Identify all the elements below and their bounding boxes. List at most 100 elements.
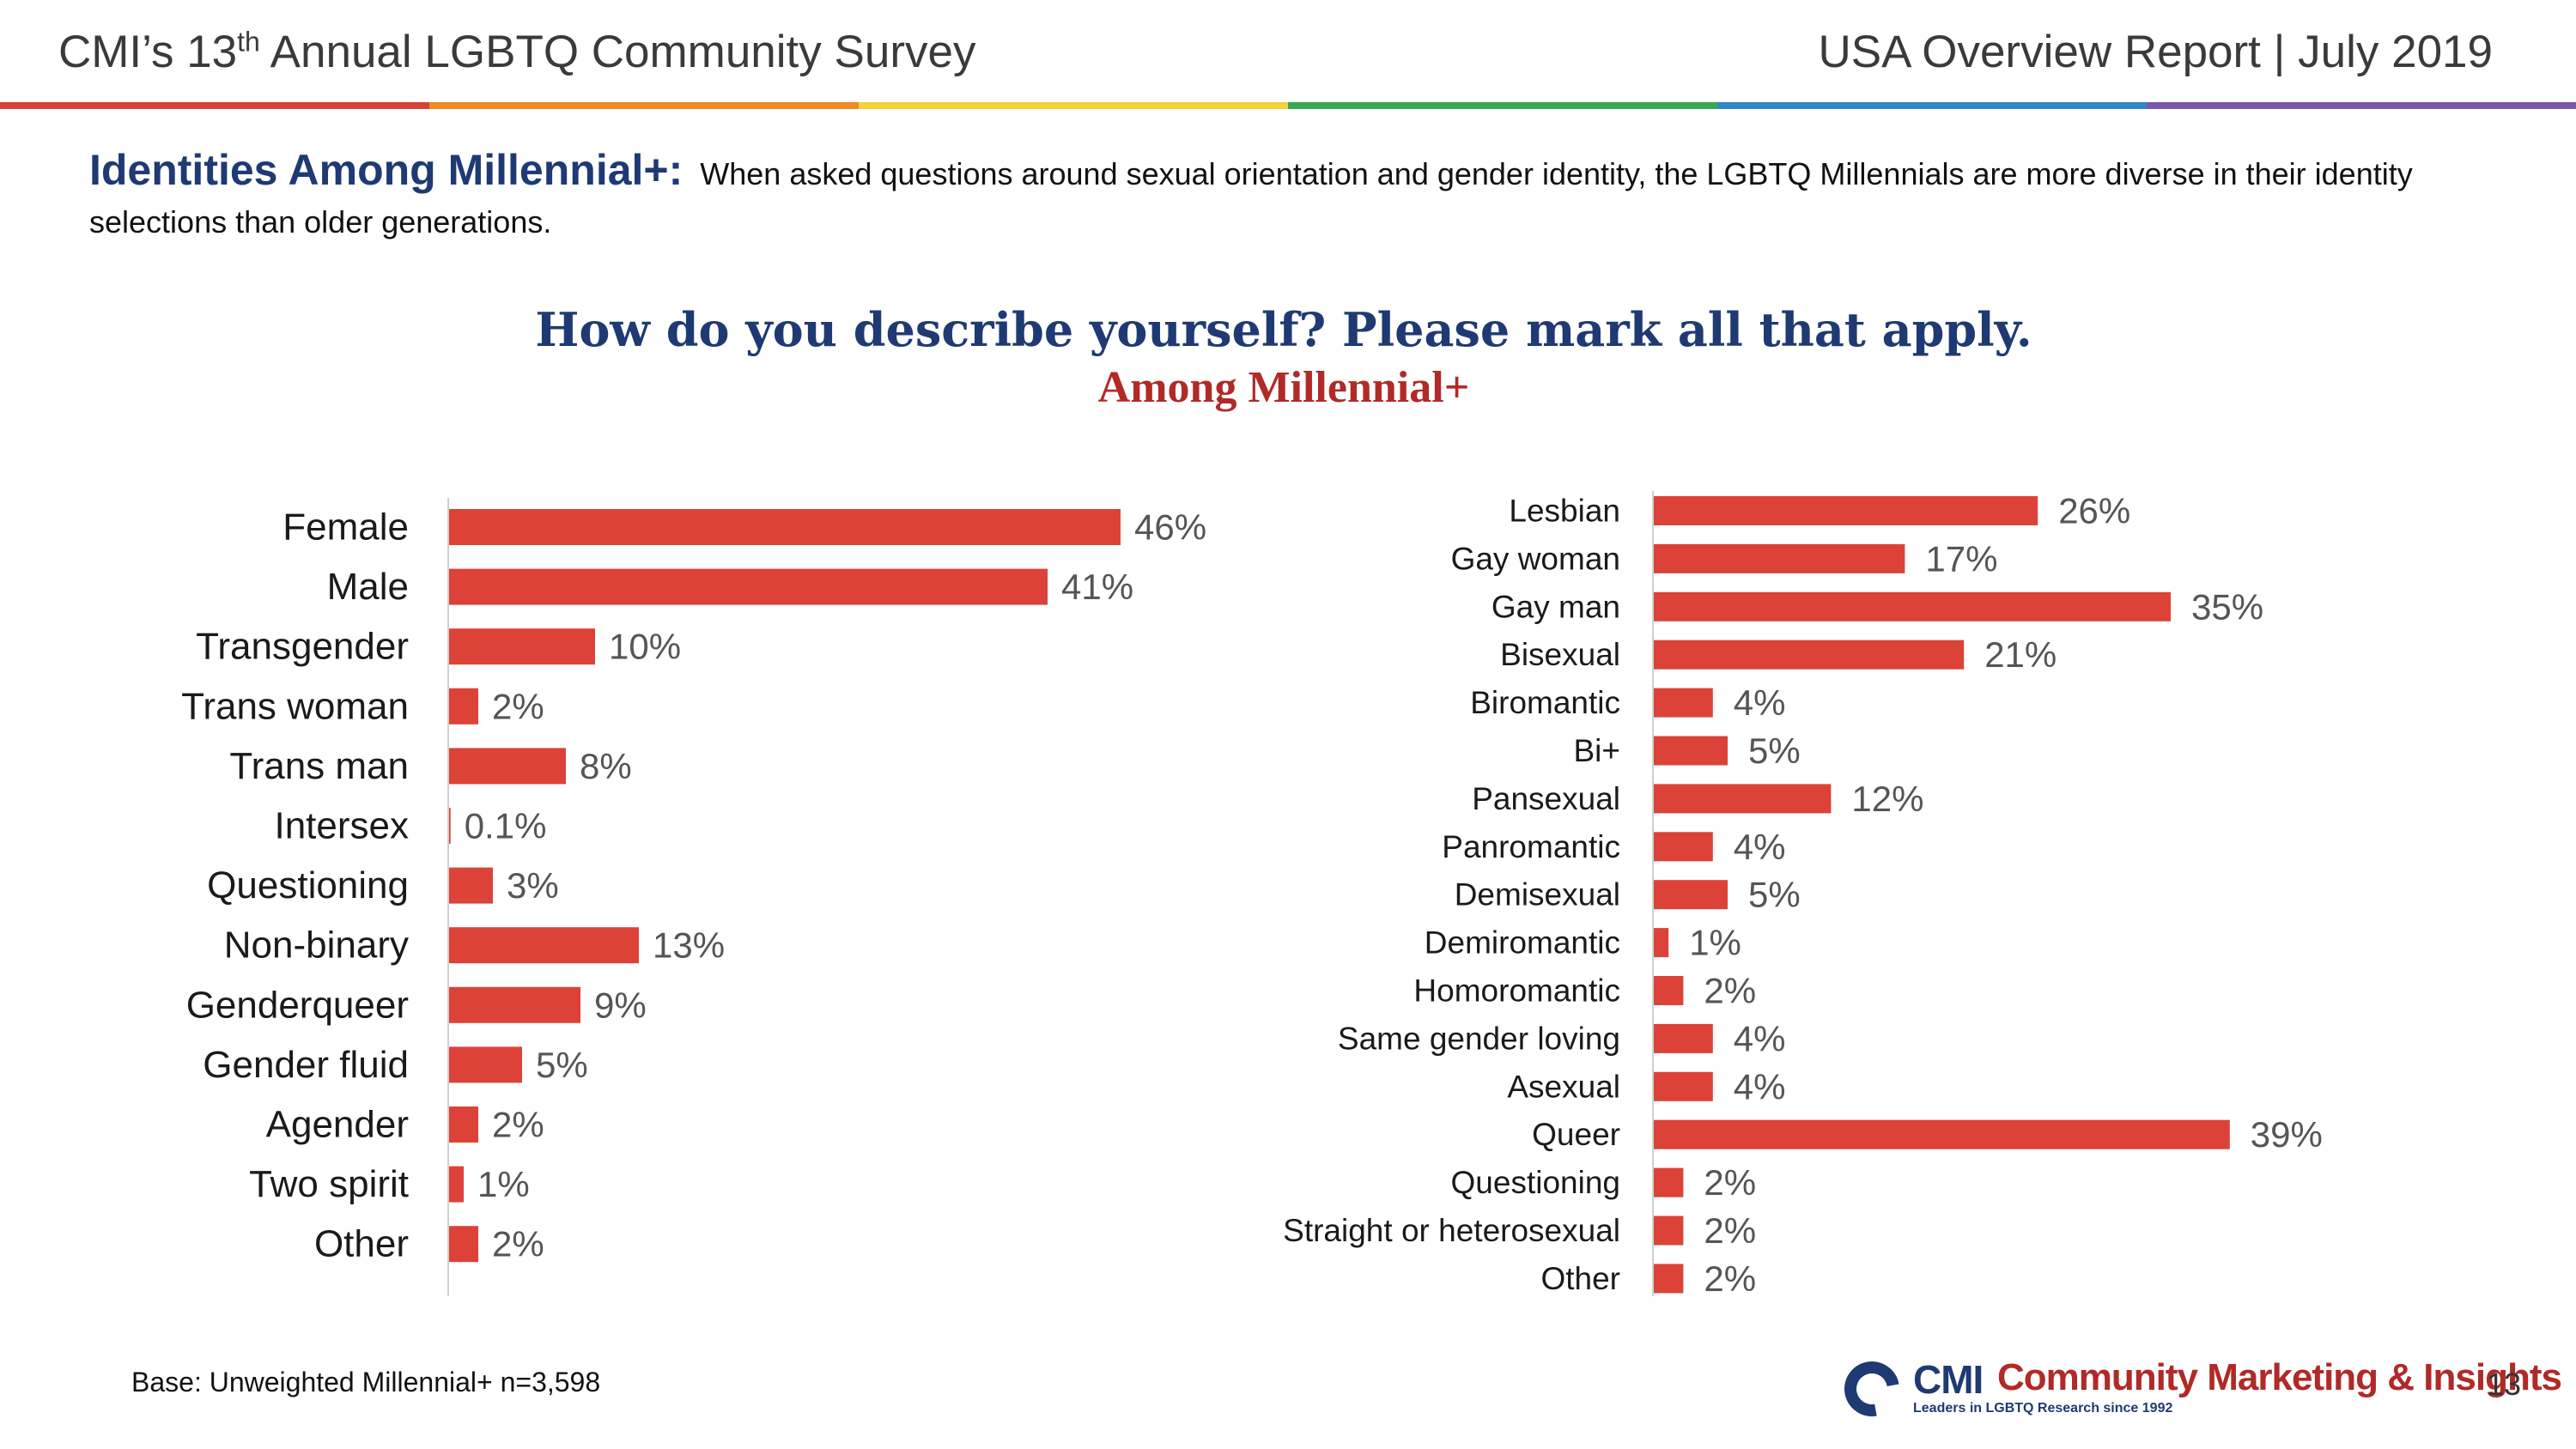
gender-bar-two-spirit	[449, 1166, 464, 1203]
gender-bar-agender	[449, 1106, 478, 1143]
orientation-value-label-gay-man: 35%	[2191, 586, 2263, 627]
orientation-bar-bisexual	[1654, 640, 1965, 670]
orientation-bar-asexual	[1654, 1071, 1713, 1101]
gender-value-label-gender-fluid: 5%	[536, 1045, 588, 1085]
gender-category-label-intersex: Intersex	[274, 805, 409, 847]
rainbow-stripe-orange	[429, 102, 859, 109]
rainbow-stripe-green	[1288, 102, 1717, 109]
gender-bar-male	[449, 568, 1048, 605]
orientation-bar-bi	[1654, 736, 1728, 766]
orientation-category-label-straight-or-heterosexual: Straight or heterosexual	[1283, 1213, 1620, 1248]
gender-value-label-transgender: 10%	[609, 627, 681, 667]
orientation-category-label-pansexual: Pansexual	[1472, 781, 1620, 816]
orientation-category-label-bisexual: Bisexual	[1500, 637, 1620, 672]
gender-category-label-two-spirit: Two spirit	[249, 1163, 409, 1205]
orientation-bar-same-gender-loving	[1654, 1023, 1713, 1053]
orientation-category-label-homoromantic: Homoromantic	[1413, 973, 1620, 1009]
orientation-category-label-asexual: Asexual	[1507, 1069, 1620, 1104]
gender-bar-questioning	[449, 867, 493, 904]
orientation-bar-demisexual	[1654, 880, 1728, 910]
orientation-value-label-demiromantic: 1%	[1689, 923, 1741, 963]
orientation-category-label-same-gender-loving: Same gender loving	[1338, 1021, 1620, 1056]
orientation-bar-lesbian	[1654, 496, 2038, 525]
gender-bar-other	[449, 1226, 478, 1263]
gender-bar-transgender	[449, 628, 595, 665]
orientation-category-label-gay-man: Gay man	[1492, 589, 1620, 624]
gender-category-label-female: Female	[283, 506, 409, 549]
gender-bar-trans-woman	[449, 688, 478, 724]
orientation-value-label-queer: 39%	[2251, 1114, 2323, 1155]
orientation-category-label-lesbian: Lesbian	[1509, 494, 1620, 529]
gender-value-label-questioning: 3%	[507, 865, 559, 906]
orientation-bar-queer	[1654, 1119, 2230, 1149]
orientation-bar-straight-or-heterosexual	[1654, 1216, 1684, 1246]
logo-company-name: Community Marketing & Insights	[1997, 1356, 2562, 1398]
orientation-value-label-panromantic: 4%	[1734, 827, 1786, 867]
gender-category-label-questioning: Questioning	[207, 864, 409, 906]
cmi-ring-icon	[1833, 1350, 1911, 1428]
gender-bar-genderqueer	[449, 986, 580, 1023]
logo-tagline: Leaders in LGBTQ Research since 1992	[1913, 1401, 2173, 1416]
orientation-bar-homoromantic	[1654, 976, 1684, 1005]
orientation-category-label-queer: Queer	[1532, 1117, 1620, 1152]
rainbow-divider	[0, 102, 2576, 109]
logo-cmi-text: CMI	[1913, 1357, 1984, 1402]
gender-value-label-non-binary: 13%	[653, 925, 725, 966]
orientation-value-label-bisexual: 21%	[1984, 634, 2057, 675]
gender-category-label-gender-fluid: Gender fluid	[203, 1044, 409, 1086]
gender-category-label-male: Male	[327, 566, 409, 608]
orientation-category-label-gay-woman: Gay woman	[1451, 541, 1620, 576]
orientation-value-label-lesbian: 26%	[2058, 491, 2130, 531]
orientation-category-label-panromantic: Panromantic	[1442, 829, 1620, 864]
gender-category-label-trans-woman: Trans woman	[181, 685, 409, 727]
cmi-logo: CMI Community Marketing & Insights Leade…	[1833, 1350, 2562, 1428]
gender-value-label-two-spirit: 1%	[477, 1164, 530, 1204]
gender-bar-gender-fluid	[449, 1046, 522, 1083]
orientation-category-label-biromantic: Biromantic	[1470, 685, 1620, 720]
orientation-category-label-bi: Bi+	[1573, 733, 1620, 768]
orientation-value-label-pansexual: 12%	[1851, 779, 1923, 819]
intro-text: When asked questions around sexual orien…	[89, 156, 2413, 239]
question-title: How do you describe yourself? Please mar…	[535, 302, 2032, 357]
orientation-value-label-other: 2%	[1704, 1258, 1756, 1299]
gender-value-label-male: 41%	[1061, 567, 1133, 607]
orientation-bar-gay-woman	[1654, 543, 1905, 573]
gender-value-label-female: 46%	[1134, 507, 1206, 548]
orientation-bar-biromantic	[1654, 688, 1713, 718]
orientation-value-label-demisexual: 5%	[1748, 875, 1801, 915]
orientation-bar-panromantic	[1654, 832, 1713, 862]
orientation-value-label-straight-or-heterosexual: 2%	[1704, 1210, 1756, 1251]
orientation-bar-questioning	[1654, 1167, 1684, 1197]
orientation-category-label-demiromantic: Demiromantic	[1425, 925, 1620, 961]
sexual-orientation-chart: Lesbian 26% Gay woman 17% Gay man 35% Bisexual…	[1283, 491, 2323, 1299]
orientation-value-label-homoromantic: 2%	[1704, 971, 1756, 1011]
orientation-bar-pansexual	[1654, 784, 1832, 814]
gender-value-label-intersex: 0.1%	[465, 806, 547, 846]
gender-bar-non-binary	[449, 927, 639, 964]
sample-base-note: Base: Unweighted Millennial+ n=3,598	[131, 1367, 601, 1397]
gender-value-label-trans-woman: 2%	[492, 686, 544, 726]
rainbow-stripe-blue	[1717, 102, 2147, 109]
gender-value-label-genderqueer: 9%	[594, 985, 647, 1025]
orientation-bar-other	[1654, 1264, 1684, 1294]
question-subtitle: Among Millennial+	[1097, 363, 1470, 412]
report-edition: USA Overview Report | July 2019	[1818, 27, 2493, 77]
rainbow-stripe-red	[0, 102, 429, 109]
intro-paragraph: Identities Among Millennial+: When asked…	[89, 146, 2442, 246]
gender-identity-chart: Female 46% Male 41% Transgender 10% Trans woma…	[181, 498, 1206, 1296]
gender-value-label-agender: 2%	[492, 1105, 544, 1145]
page-number: 13	[2487, 1367, 2522, 1402]
orientation-value-label-biromantic: 4%	[1734, 682, 1786, 723]
orientation-value-label-questioning: 2%	[1704, 1162, 1756, 1203]
orientation-category-label-other: Other	[1540, 1261, 1620, 1296]
orientation-value-label-same-gender-loving: 4%	[1734, 1018, 1786, 1058]
gender-category-label-other: Other	[314, 1223, 409, 1265]
report-title: CMI’s 13th Annual LGBTQ Community Survey	[58, 26, 976, 77]
intro-lead: Identities Among Millennial+:	[89, 146, 683, 194]
gender-bar-female	[449, 509, 1121, 545]
orientation-bar-demiromantic	[1654, 928, 1669, 958]
gender-value-label-trans-man: 8%	[580, 746, 632, 786]
rainbow-stripe-yellow	[859, 102, 1288, 109]
orientation-value-label-bi: 5%	[1748, 731, 1801, 771]
gender-category-label-genderqueer: Genderqueer	[186, 984, 409, 1026]
